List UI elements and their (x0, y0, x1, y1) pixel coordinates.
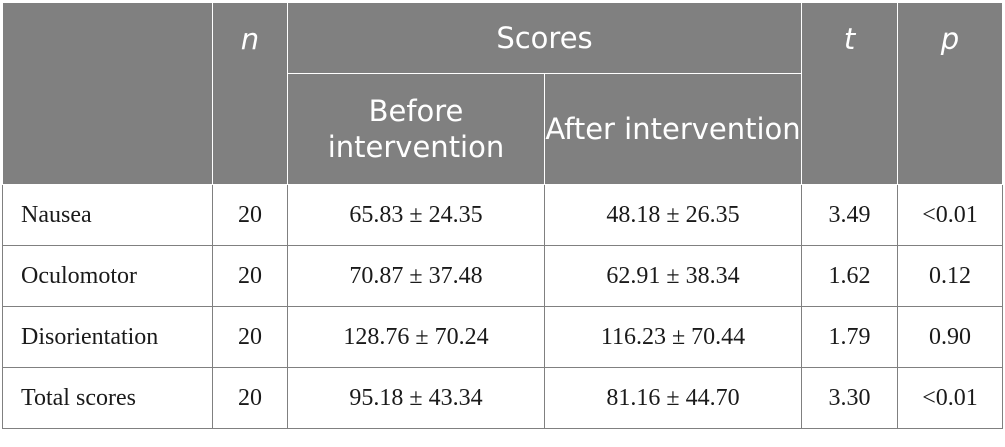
cell-before: 95.18 ± 43.34 (287, 367, 545, 429)
cell-p: 0.90 (897, 306, 1003, 368)
header-scores: Scores (287, 2, 802, 74)
cell-p: <0.01 (897, 184, 1003, 246)
cell-after: 81.16 ± 44.70 (544, 367, 802, 429)
cell-t: 3.49 (801, 184, 898, 246)
table-row: Disorientation 20 128.76 ± 70.24 116.23 … (2, 306, 1003, 368)
table-row: Oculomotor 20 70.87 ± 37.48 62.91 ± 38.3… (2, 245, 1003, 307)
row-label: Disorientation (2, 306, 213, 368)
cell-before: 70.87 ± 37.48 (287, 245, 545, 307)
cell-after: 48.18 ± 26.35 (544, 184, 802, 246)
cell-t: 1.79 (801, 306, 898, 368)
row-label: Nausea (2, 184, 213, 246)
cell-t: 1.62 (801, 245, 898, 307)
cell-p: 0.12 (897, 245, 1003, 307)
cell-t: 3.30 (801, 367, 898, 429)
results-table: n Scores t p Before intervention After i… (2, 2, 1003, 429)
header-row: n Scores t p (2, 2, 1003, 185)
header-p: p (897, 2, 1003, 185)
header-subrow: Before intervention After intervention (3, 73, 1003, 185)
cell-n: 20 (212, 245, 288, 307)
header-n: n (212, 2, 288, 185)
cell-n: 20 (212, 367, 288, 429)
cell-n: 20 (212, 306, 288, 368)
table-row: Total scores 20 95.18 ± 43.34 81.16 ± 44… (2, 367, 1003, 429)
table-header: n Scores t p Before intervention After i… (2, 2, 1003, 185)
row-label: Oculomotor (2, 245, 213, 307)
row-label: Total scores (2, 367, 213, 429)
cell-before: 128.76 ± 70.24 (287, 306, 545, 368)
table-body: Nausea 20 65.83 ± 24.35 48.18 ± 26.35 3.… (2, 184, 1003, 429)
cell-p: <0.01 (897, 367, 1003, 429)
header-blank-cell (2, 2, 213, 185)
header-after-intervention: After intervention (544, 73, 802, 185)
cell-after: 62.91 ± 38.34 (544, 245, 802, 307)
cell-before: 65.83 ± 24.35 (287, 184, 545, 246)
header-t: t (801, 2, 898, 185)
table-row: Nausea 20 65.83 ± 24.35 48.18 ± 26.35 3.… (2, 184, 1003, 246)
cell-after: 116.23 ± 70.44 (544, 306, 802, 368)
header-before-intervention: Before intervention (287, 73, 545, 185)
cell-n: 20 (212, 184, 288, 246)
